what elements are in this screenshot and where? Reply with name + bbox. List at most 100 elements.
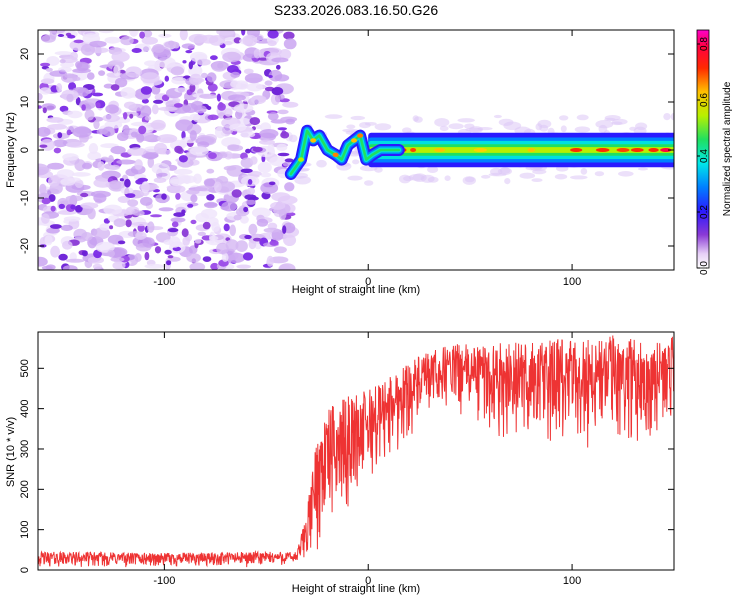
noise-blob: [266, 255, 274, 267]
noise-blob: [157, 134, 178, 144]
noise-blob: [201, 72, 208, 79]
noise-blob: [282, 101, 299, 108]
noise-blob: [74, 159, 86, 172]
noise-blob: [193, 105, 207, 114]
y-tick-label: 10: [19, 96, 31, 108]
noise-blob: [242, 34, 258, 47]
band-haze: [604, 115, 621, 121]
y-tick-label: 400: [19, 399, 31, 417]
noise-blob: [120, 36, 134, 46]
noise-blob: [210, 262, 219, 270]
band-haze: [288, 134, 298, 143]
x-tick-label: 0: [365, 575, 371, 587]
noise-blob: [283, 234, 297, 246]
x-tick-label: -100: [153, 575, 175, 587]
noise-blob: [167, 228, 179, 233]
noise-blob: [101, 156, 109, 161]
band-haze: [493, 114, 502, 119]
noise-blob: [207, 83, 218, 92]
noise-blob: [181, 228, 189, 238]
noise-blob: [81, 104, 86, 111]
noise-blob: [135, 231, 147, 240]
noise-blob: [144, 263, 165, 269]
noise-blob: [240, 131, 256, 138]
noise-blob: [103, 204, 123, 215]
figure-title: S233.2026.083.16.50.G26: [274, 2, 438, 18]
noise-blob: [109, 164, 120, 171]
noise-blob: [144, 115, 151, 121]
noise-blob: [45, 67, 53, 72]
noise-blob: [120, 187, 134, 195]
noise-blob: [216, 242, 229, 255]
noise-blob: [163, 239, 174, 245]
noise-blob: [46, 117, 64, 123]
noise-blob: [267, 30, 279, 39]
noise-blob: [178, 155, 188, 163]
snr-frame: [37, 331, 675, 571]
noise-blob: [263, 227, 280, 233]
noise-blob: [87, 256, 104, 264]
band-haze: [347, 175, 363, 181]
noise-blob: [87, 151, 102, 161]
noise-blob: [276, 64, 281, 70]
noise-blob: [246, 82, 263, 92]
noise-blob: [224, 108, 233, 117]
noise-blob: [189, 113, 201, 121]
y-tick-label: 0: [19, 567, 31, 573]
noise-blob: [81, 232, 93, 241]
noise-blob: [174, 145, 183, 154]
track-hotspot: [357, 133, 364, 138]
noise-blob: [120, 87, 136, 99]
noise-blob: [256, 218, 269, 227]
noise-blob: [279, 49, 292, 60]
noise-blob: [38, 105, 42, 109]
noise-blob: [74, 205, 83, 213]
noise-blob: [50, 224, 62, 229]
noise-blob: [189, 146, 209, 156]
noise-blob: [47, 123, 67, 130]
noise-blob: [233, 103, 254, 113]
noise-blob: [67, 177, 81, 182]
noise-blob: [218, 102, 224, 109]
noise-blob: [59, 105, 69, 113]
track-core: [289, 129, 401, 176]
noise-blob: [105, 104, 119, 114]
noise-blob: [252, 146, 263, 153]
noise-blob: [109, 225, 114, 230]
band-haze: [580, 168, 588, 175]
noise-blob: [53, 147, 62, 154]
noise-blob: [264, 80, 273, 86]
noise-blob: [210, 55, 218, 61]
noise-blob: [268, 75, 273, 78]
noise-blob: [104, 36, 121, 44]
noise-blob: [250, 95, 266, 105]
band-haze: [500, 167, 511, 174]
noise-blob: [173, 212, 186, 218]
noise-blob: [88, 143, 99, 154]
noise-blob: [243, 206, 249, 213]
noise-blob: [230, 71, 241, 78]
noise-blob: [196, 58, 211, 66]
noise-blob: [223, 41, 233, 46]
noise-blob: [41, 265, 53, 270]
noise-blob: [225, 252, 246, 263]
noise-blob: [192, 78, 205, 83]
noise-blob: [38, 256, 48, 267]
noise-blob: [40, 78, 55, 84]
noise-blob: [267, 143, 275, 154]
noise-blob: [71, 172, 91, 177]
band-haze: [481, 174, 491, 179]
noise-blob: [98, 30, 114, 34]
noise-blob: [252, 237, 262, 242]
noise-blob: [123, 112, 128, 120]
noise-blob: [175, 192, 181, 200]
band-hotspot: [410, 148, 417, 152]
noise-blob: [195, 185, 214, 192]
noise-blob: [102, 126, 116, 137]
noise-blob: [62, 240, 73, 250]
band-haze: [598, 124, 608, 134]
noise-blob: [49, 30, 57, 40]
noise-blob: [284, 182, 295, 192]
noise-blob: [170, 178, 187, 185]
band-haze: [559, 115, 569, 121]
